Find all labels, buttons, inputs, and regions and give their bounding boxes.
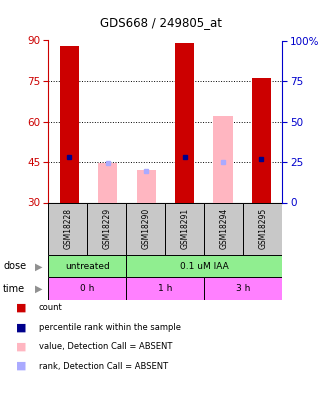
Text: GSM18294: GSM18294 bbox=[219, 208, 229, 249]
Text: 3 h: 3 h bbox=[236, 284, 251, 293]
Text: 1 h: 1 h bbox=[158, 284, 172, 293]
Bar bbox=[126, 277, 204, 300]
Bar bbox=[98, 163, 117, 202]
Text: GSM18290: GSM18290 bbox=[141, 208, 150, 249]
Bar bbox=[126, 255, 282, 277]
Bar bbox=[126, 202, 165, 255]
Text: untreated: untreated bbox=[65, 262, 109, 271]
Bar bbox=[60, 46, 79, 202]
Bar bbox=[165, 202, 204, 255]
Bar bbox=[243, 202, 282, 255]
Bar bbox=[175, 43, 194, 203]
Text: 0 h: 0 h bbox=[80, 284, 94, 293]
Text: ■: ■ bbox=[16, 342, 27, 352]
Text: GSM18291: GSM18291 bbox=[180, 208, 189, 249]
Text: value, Detection Call = ABSENT: value, Detection Call = ABSENT bbox=[39, 342, 172, 351]
Bar bbox=[48, 255, 126, 277]
Text: percentile rank within the sample: percentile rank within the sample bbox=[39, 323, 180, 332]
Bar bbox=[213, 116, 232, 202]
Text: GSM18228: GSM18228 bbox=[63, 208, 72, 249]
Text: ■: ■ bbox=[16, 322, 27, 332]
Text: ▶: ▶ bbox=[35, 261, 42, 271]
Bar bbox=[204, 277, 282, 300]
Text: count: count bbox=[39, 303, 62, 312]
Text: GDS668 / 249805_at: GDS668 / 249805_at bbox=[100, 16, 221, 29]
Text: dose: dose bbox=[3, 261, 26, 271]
Text: GSM18229: GSM18229 bbox=[102, 208, 111, 249]
Text: time: time bbox=[3, 284, 25, 294]
Bar bbox=[136, 170, 156, 202]
Text: rank, Detection Call = ABSENT: rank, Detection Call = ABSENT bbox=[39, 362, 168, 371]
Bar bbox=[48, 277, 126, 300]
Text: ■: ■ bbox=[16, 361, 27, 371]
Bar bbox=[204, 202, 243, 255]
Text: 0.1 uM IAA: 0.1 uM IAA bbox=[180, 262, 229, 271]
Text: ■: ■ bbox=[16, 303, 27, 313]
Bar bbox=[48, 202, 87, 255]
Bar bbox=[87, 202, 126, 255]
Text: GSM18295: GSM18295 bbox=[258, 208, 267, 249]
Text: ▶: ▶ bbox=[35, 284, 42, 294]
Bar bbox=[252, 78, 271, 202]
